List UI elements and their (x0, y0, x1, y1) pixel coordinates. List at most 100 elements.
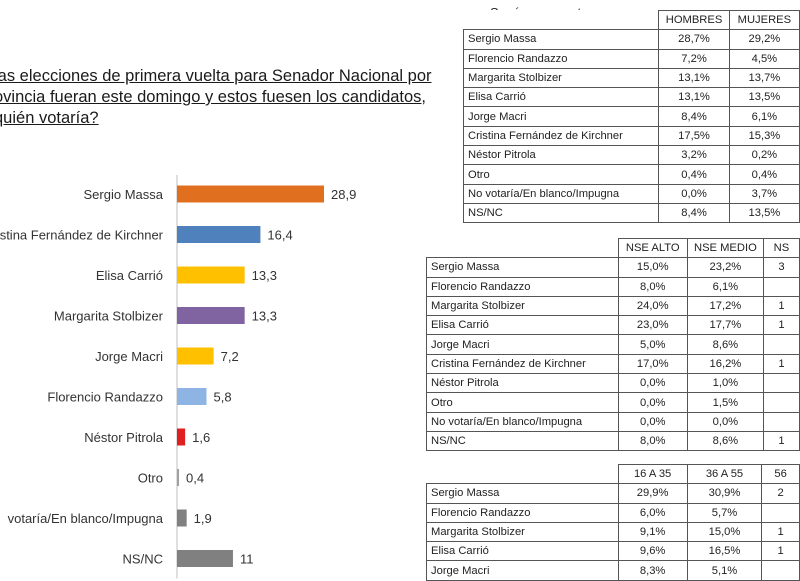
row-label: No votaría/En blanco/Impugna (426, 411, 619, 432)
bar (177, 226, 261, 243)
cell-value: 0,0% (617, 373, 688, 394)
table-row: Sergio Massa 15,0% 23,2% 3 (426, 257, 800, 278)
cell-value: 1,0% (686, 373, 764, 394)
cell-value: 7,2% (658, 48, 730, 69)
row-label: Otro (426, 392, 619, 413)
row-label: Margarita Stolbizer (462, 67, 660, 89)
cell-value: 30,9% (686, 483, 763, 504)
column-header: NS (762, 237, 800, 259)
category-label: Margarita Stolbizer (54, 309, 164, 324)
row-label: NS/NC (426, 430, 619, 452)
cell-value (761, 560, 800, 581)
cell-value: 1 (762, 315, 800, 336)
cell-value: 29,2% (728, 29, 800, 50)
age-table: 16 A 35 36 A 55 56 Sergio Massa 29,9% 30,9% 2 F… (426, 463, 800, 581)
cell-value: 8,0% (617, 430, 688, 452)
table-row: Cristina Fernández de Kirchner 17,5% 15,3% (462, 125, 800, 147)
cell-value: 17,0% (617, 353, 688, 375)
cell-value: 1 (761, 521, 800, 543)
row-label: Jorge Macri (426, 334, 619, 355)
category-label: Jorge Macri (95, 349, 163, 364)
cell-value: 5,7% (686, 502, 763, 523)
cell-value: 13,1% (658, 67, 730, 89)
cell-value: 13,7% (728, 67, 800, 89)
row-label: Elisa Carrió (426, 315, 619, 336)
cell-value: 1 (762, 353, 800, 375)
bar (177, 509, 187, 527)
column-header: 16 A 35 (617, 463, 688, 485)
cell-value: 9,6% (617, 541, 688, 562)
row-label: Elisa Carrió (426, 541, 619, 562)
cell-value: 6,1% (728, 106, 800, 127)
cell-value (762, 411, 800, 432)
header-blank (464, 11, 659, 30)
cell-value (761, 502, 800, 523)
cell-value: 8,6% (686, 334, 764, 355)
bar (177, 428, 186, 446)
value-label: 13,3 (252, 309, 277, 324)
bar (177, 347, 214, 365)
cell-value: 3 (762, 257, 800, 278)
cell-value: 0,2% (728, 145, 800, 166)
cell-value: 0,4% (658, 164, 730, 185)
bar (177, 388, 207, 405)
cell-value: 2 (761, 483, 800, 504)
question-line-1: las elecciones de primera vuelta para Se… (0, 67, 432, 85)
table-row: Jorge Macri 8,4% 6,1% (462, 106, 800, 127)
column-header: MUJERES (728, 9, 800, 31)
row-label: NS/NC (462, 202, 660, 224)
table-row: No votaría/En blanco/Impugna 0,0% 0,0% (426, 411, 800, 432)
cell-value (762, 334, 800, 355)
table-row: Jorge Macri 5,0% 8,6% (426, 334, 800, 355)
table-row: Margarita Stolbizer 24,0% 17,2% 1 (426, 295, 800, 317)
value-label: 11 (240, 552, 254, 567)
value-label: 7,2 (221, 349, 239, 364)
cell-value: 16,5% (686, 541, 763, 562)
row-label: No votaría/En blanco/Impugna (462, 183, 660, 204)
cell-value: 15,3% (728, 125, 800, 147)
table-row: Otro 0,4% 0,4% (462, 164, 800, 185)
row-label: Florencio Randazzo (426, 276, 619, 297)
table-row: Sergio Massa 29,9% 30,9% 2 (426, 483, 800, 504)
table-row: Elisa Carrió 13,1% 13,5% (462, 87, 800, 108)
cell-value: 8,3% (617, 560, 688, 581)
cell-value (762, 373, 800, 394)
row-label: Jorge Macri (462, 106, 660, 127)
cell-value: 3,7% (728, 183, 800, 204)
cell-value: 4,5% (728, 48, 800, 69)
cell-value: 15,0% (617, 257, 688, 278)
header-blank (427, 239, 619, 258)
bar (177, 185, 324, 203)
cell-value: 15,0% (686, 521, 763, 543)
question-line-2: ovincia fueran este domingo y estos fues… (0, 88, 427, 106)
category-label: Otro (138, 471, 163, 486)
cell-value: 13,5% (728, 87, 800, 108)
nse-table: NSE ALTO NSE MEDIO NS Sergio Massa 15,0% 23,2… (426, 237, 800, 452)
bar (177, 550, 233, 567)
row-label: Cristina Fernández de Kirchner (462, 125, 660, 147)
cell-value: 6,1% (686, 276, 764, 297)
cell-value: 8,4% (658, 202, 730, 224)
cell-value: 0,0% (686, 411, 764, 432)
row-label: Margarita Stolbizer (426, 295, 619, 317)
cell-value: 0,0% (617, 392, 688, 413)
row-label: Elisa Carrió (462, 87, 660, 108)
value-label: 1,6 (192, 430, 210, 445)
column-header: HOMBRES (658, 9, 730, 31)
table-row: Sergio Massa 28,7% 29,2% (462, 29, 800, 50)
table-row: Florencio Randazzo 6,0% 5,7% (426, 502, 800, 523)
cell-value: 8,6% (686, 430, 764, 452)
cell-value: 1 (762, 295, 800, 317)
value-label: 1,9 (194, 511, 212, 526)
table-row: Cristina Fernández de Kirchner 17,0% 16,2%… (426, 353, 800, 375)
cell-value: 23,0% (617, 315, 688, 336)
table-row: Elisa Carrió 9,6% 16,5% 1 (426, 541, 800, 562)
table-row: NS/NC 8,4% 13,5% (462, 202, 800, 224)
table-row: NS/NC 8,0% 8,6% 1 (426, 430, 800, 452)
bar (177, 266, 245, 284)
question-line-3: quién votaría? (0, 109, 99, 127)
row-label: Florencio Randazzo (462, 48, 660, 69)
cell-value: 6,0% (617, 502, 688, 523)
cell-value: 9,1% (617, 521, 688, 543)
row-label: Néstor Pitrola (426, 373, 619, 394)
